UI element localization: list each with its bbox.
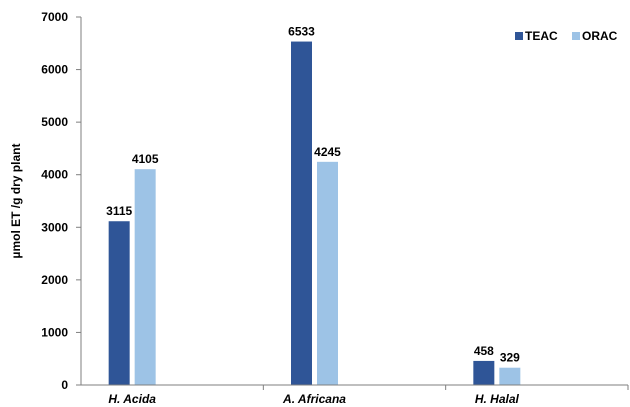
y-tick-label: 7000 <box>41 10 68 24</box>
y-axis-ticks: 0 1000 2000 3000 4000 5000 6000 7000 <box>41 10 81 392</box>
y-tick-label: 2000 <box>41 273 68 287</box>
legend-swatch-teac <box>515 32 523 40</box>
bars <box>108 41 521 386</box>
bar-teac <box>473 360 495 385</box>
y-tick-label: 0 <box>61 378 68 392</box>
y-tick-label: 4000 <box>41 168 68 182</box>
bar-orac <box>134 169 156 385</box>
y-axis-title: µmol ET /g dry plant <box>9 144 23 259</box>
x-category-label: A. Africana <box>282 392 346 406</box>
legend: TEAC ORAC <box>515 29 618 43</box>
y-tick-label: 6000 <box>41 63 68 77</box>
y-tick-label: 3000 <box>41 220 68 234</box>
legend-swatch-orac <box>572 32 580 40</box>
bar-teac <box>108 221 130 385</box>
y-tick-label: 1000 <box>41 325 68 339</box>
data-label-orac: 4245 <box>314 145 341 159</box>
data-label-orac: 329 <box>500 351 520 365</box>
bar-orac <box>499 367 521 385</box>
y-tick-label: 5000 <box>41 115 68 129</box>
data-label-teac: 3115 <box>106 204 132 218</box>
x-axis-ticks: H. Acida A. Africana H. Halal <box>108 385 629 406</box>
data-label-teac: 6533 <box>288 25 315 39</box>
x-category-label: H. Acida <box>108 392 156 406</box>
bar-orac <box>317 161 338 385</box>
data-labels: 3115 4105 6533 4245 458 329 <box>106 25 520 365</box>
bar-teac <box>291 41 312 386</box>
data-label-orac: 4105 <box>132 152 159 166</box>
legend-label-orac: ORAC <box>582 29 618 43</box>
data-label-teac: 458 <box>474 344 494 358</box>
legend-label-teac: TEAC <box>525 29 558 43</box>
x-category-label: H. Halal <box>475 392 520 406</box>
